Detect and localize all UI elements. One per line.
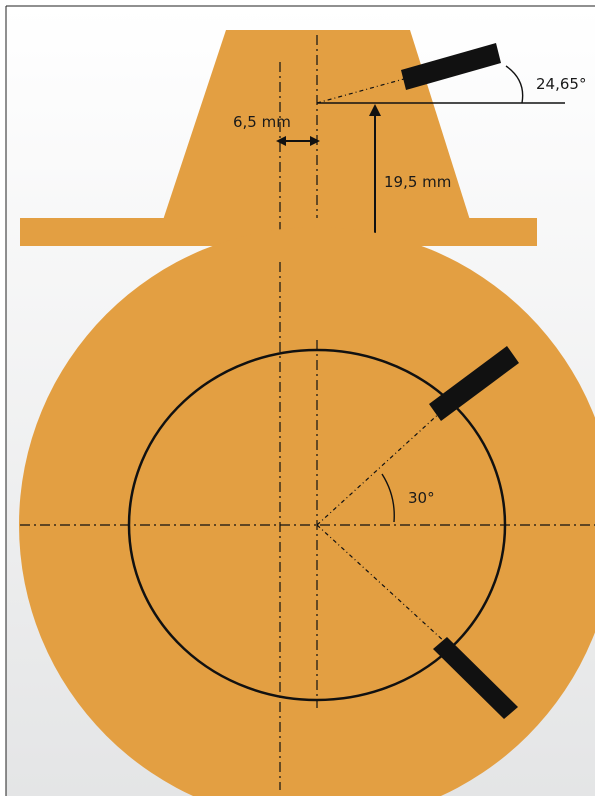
tilt-angle-arc (505, 65, 524, 104)
height-label: 19,5 mm (384, 173, 451, 191)
top-view: 30° (19, 227, 595, 800)
sensor-upper-icon (429, 346, 519, 421)
spacing-angle-label: 30° (408, 489, 435, 507)
tilt-angle-label: 24,65° (536, 75, 586, 93)
offset-label: 6,5 mm (233, 113, 291, 131)
sensor-lower-icon (433, 637, 518, 719)
sensor-top-icon (401, 43, 501, 90)
offset-arrow-right (310, 136, 320, 146)
side-view: 24,65° 6,5 mm 19,5 mm (20, 30, 586, 253)
radial-line-lower (316, 524, 447, 644)
height-arrow-top (369, 104, 381, 116)
spacing-angle-arc (381, 473, 395, 523)
offset-arrow-left (276, 136, 286, 146)
